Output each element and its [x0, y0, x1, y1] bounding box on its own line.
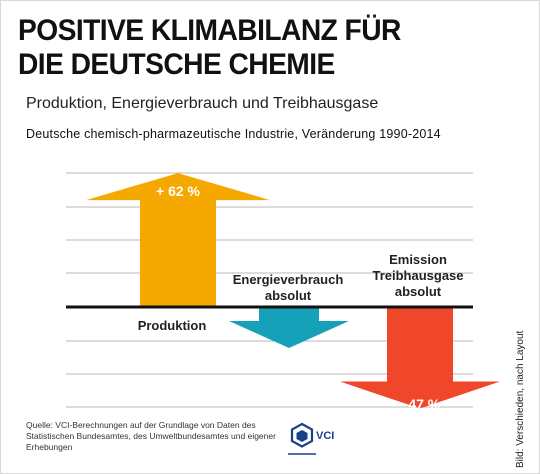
- category-label: Energieverbrauch absolut: [233, 272, 344, 303]
- category-label: Emission Treibhausgase absolut: [372, 252, 463, 299]
- data-label: - 47 %: [400, 396, 441, 412]
- data-label: + 62 %: [156, 183, 201, 199]
- data-label: - 19 %: [269, 349, 310, 365]
- chart-subtitle: Produktion, Energieverbrauch und Treibha…: [26, 95, 379, 112]
- chart-subnote: Deutsche chemisch-pharmazeutische Indust…: [26, 127, 441, 141]
- bar-arrow: [229, 307, 349, 349]
- category-label: Produktion: [138, 318, 207, 333]
- bar-arrow: [86, 173, 270, 307]
- vci-logo-text: VCI: [316, 430, 334, 442]
- vci-logo: VCI: [288, 422, 334, 455]
- bar-arrow: [340, 307, 500, 409]
- page-title: POSITIVE KLIMABILANZ FÜR DIE DEUTSCHE CH…: [18, 14, 401, 81]
- vci-logo-hexagon-icon: [288, 422, 316, 455]
- image-credit: Bild: Verschieden, nach Layout: [515, 330, 526, 468]
- source-note: Quelle: VCI-Berechnungen auf der Grundla…: [26, 420, 276, 452]
